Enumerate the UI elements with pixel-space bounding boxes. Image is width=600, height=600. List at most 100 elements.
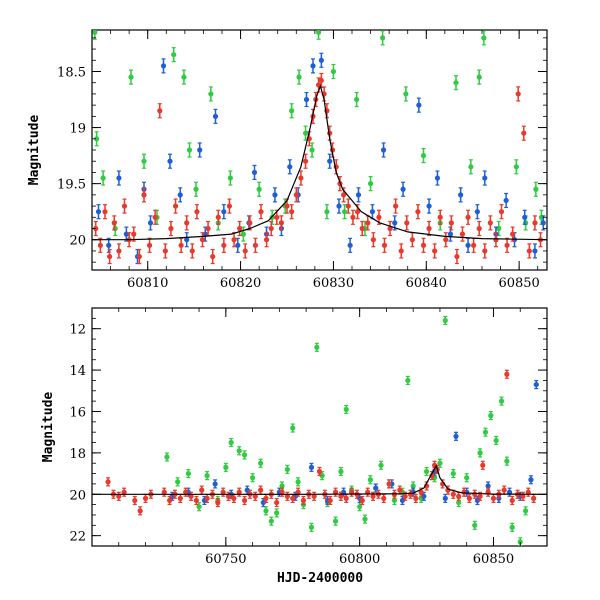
top-x-tick-label-0: 60810: [127, 276, 168, 291]
bottom-series0-point-21: [314, 342, 320, 352]
bottom-series2-point-12: [183, 487, 189, 497]
top-series2-point-67: [415, 204, 421, 220]
bottom-series2-point-36: [311, 491, 317, 501]
top-series0-point-13: [227, 170, 233, 186]
top-series2-point-9: [136, 248, 142, 265]
top-series0-point-8: [181, 69, 187, 85]
top-x-tick-label-3: 60840: [406, 276, 447, 291]
top-series2-point-4: [111, 215, 117, 231]
top-series2-point-80: [487, 215, 493, 231]
bottom-y-tick-label-5: 22: [69, 530, 86, 545]
bottom-series2-point-18: [215, 497, 221, 508]
top-series0-point-4: [128, 69, 134, 85]
top-series2-point-54: [345, 198, 351, 214]
top-series2-point-2: [102, 204, 108, 220]
top-series1-point-23: [303, 91, 310, 108]
bottom-series2-point-9: [167, 495, 173, 506]
top-x-tick-label-2: 60830: [313, 276, 354, 291]
bottom-series1-point-9: [308, 462, 315, 472]
top-series1-point-9: [177, 187, 183, 203]
bottom-series2-point-79: [531, 493, 537, 503]
top-series2-point-57: [359, 220, 365, 237]
bottom-series0-point-11: [258, 458, 264, 468]
top-series1-point-37: [447, 226, 454, 242]
bottom-x-tick-label-0: 60750: [205, 552, 246, 567]
top-series1-point-14: [221, 204, 227, 220]
top-series2-point-63: [393, 198, 399, 214]
top-series0-point-5: [141, 153, 147, 169]
top-series1-point-27: [336, 198, 342, 214]
bottom-series0-point-39: [423, 466, 430, 477]
top-series0-point-23: [324, 204, 330, 220]
top-series2-point-34: [268, 220, 274, 237]
top-y-tick-label-0: 18.5: [57, 65, 86, 80]
top-series2-point-77: [471, 237, 477, 253]
top-series2-point-29: [242, 243, 248, 259]
top-series2-point-35: [274, 209, 280, 225]
top-series0-point-25: [341, 204, 348, 220]
top-x-tick-label-1: 60820: [220, 276, 261, 291]
bottom-series0-point-53: [509, 522, 515, 532]
bottom-series0-point-26: [343, 404, 349, 415]
top-series2-point-70: [432, 243, 438, 259]
bottom-series1-point-25: [506, 487, 513, 497]
top-series1-point-29: [355, 187, 362, 203]
top-series2-point-14: [162, 243, 168, 259]
top-series2-point-71: [437, 209, 443, 225]
bottom-series2-point-3: [121, 487, 127, 497]
top-series1-point-35: [426, 198, 432, 214]
bottom-series0-point-45: [464, 473, 470, 483]
top-series2-point-66: [409, 232, 415, 248]
top-series0-point-2: [100, 170, 106, 186]
top-y-tick-label-1: 19: [69, 122, 86, 137]
top-series1-point-21: [287, 159, 293, 175]
bottom-series1-point-27: [528, 475, 534, 485]
bottom-series2-point-71: [490, 493, 497, 503]
top-series1-point-36: [434, 170, 441, 186]
top-series2-point-15: [168, 220, 174, 237]
bottom-y-tick-label-0: 12: [69, 323, 86, 338]
top-series2-point-8: [131, 226, 137, 242]
bottom-series0-point-18: [295, 477, 301, 487]
top-series2-point-25: [221, 237, 227, 253]
bottom-series2-point-74: [504, 369, 510, 379]
top-series2-point-6: [121, 198, 128, 214]
top-series2-point-59: [370, 232, 376, 248]
bottom-series2-point-22: [236, 487, 242, 497]
top-series2-point-74: [454, 248, 460, 265]
top-series2-point-38: [289, 204, 295, 220]
bottom-x-tick-label-2: 60850: [473, 552, 514, 567]
bottom-series0-point-43: [450, 468, 456, 479]
bottom-series0-point-7: [228, 437, 234, 448]
top-series2-point-69: [426, 220, 432, 237]
top-series1-point-47: [540, 215, 546, 231]
top-series0-point-9: [186, 142, 193, 158]
top-series2-point-68: [420, 237, 427, 253]
bottom-series0-point-54: [517, 537, 523, 546]
bottom-series0-point-42: [442, 315, 448, 326]
bottom-series2-point-46: [365, 487, 371, 497]
bottom-series2-point-42: [343, 493, 349, 503]
top-series2-point-73: [448, 215, 454, 231]
bottom-panel: Magnitude HJD-2400000 60750 60800 60850 12 1…: [41, 307, 548, 586]
top-series2-point-55: [350, 209, 356, 225]
top-plot-area: [92, 30, 547, 265]
bottom-series2-point-29: [274, 497, 280, 508]
top-series0-point-34: [468, 159, 474, 175]
top-series1-point-8: [167, 153, 173, 169]
top-series2-point-32: [258, 204, 264, 220]
top-series1-point-31: [380, 142, 387, 158]
bottom-series0-point-52: [504, 456, 510, 466]
bottom-series2-point-34: [300, 495, 307, 506]
bottom-series2-point-55: [413, 493, 419, 503]
bottom-series0-point-32: [378, 460, 384, 470]
bottom-series2-point-15: [199, 485, 205, 495]
top-series1-point-15: [235, 237, 241, 253]
top-series1-point-45: [522, 209, 528, 225]
bottom-series2-point-49: [381, 493, 387, 503]
bottom-series0-point-25: [338, 466, 344, 477]
top-series0-point-7: [171, 47, 177, 63]
top-series1-point-32: [392, 215, 398, 231]
top-series1-point-34: [416, 97, 422, 113]
bottom-series0-point-29: [362, 514, 368, 524]
